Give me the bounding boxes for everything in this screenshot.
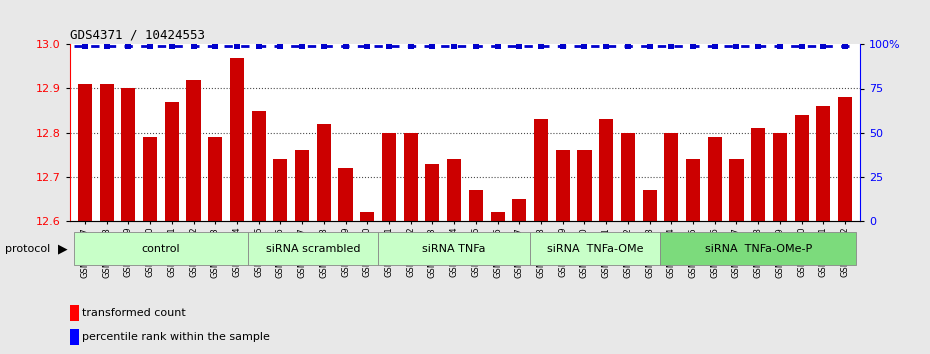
Bar	[512, 199, 526, 221]
Bar	[143, 137, 157, 221]
Bar	[555, 150, 570, 221]
Bar	[187, 80, 201, 221]
Bar	[447, 159, 461, 221]
Text: control: control	[141, 244, 180, 254]
Bar	[379, 232, 530, 266]
Bar	[317, 124, 331, 221]
Bar	[382, 133, 396, 221]
Text: transformed count: transformed count	[83, 308, 186, 318]
Bar	[165, 102, 179, 221]
Bar	[339, 168, 352, 221]
Bar	[425, 164, 440, 221]
Bar	[751, 128, 765, 221]
Bar	[578, 150, 591, 221]
Bar	[838, 97, 852, 221]
Text: protocol: protocol	[5, 244, 50, 254]
Bar	[621, 133, 635, 221]
Bar	[469, 190, 483, 221]
Text: ▶: ▶	[58, 242, 67, 255]
Bar	[490, 212, 505, 221]
Bar	[404, 133, 418, 221]
Bar	[686, 159, 700, 221]
Bar	[643, 190, 657, 221]
Bar	[208, 137, 222, 221]
Bar	[664, 133, 678, 221]
Bar	[100, 84, 113, 221]
Bar	[295, 150, 309, 221]
Bar	[817, 106, 830, 221]
Bar	[78, 84, 92, 221]
Text: siRNA scrambled: siRNA scrambled	[266, 244, 360, 254]
Text: siRNA TNFa: siRNA TNFa	[422, 244, 485, 254]
Text: siRNA  TNFa-OMe-P: siRNA TNFa-OMe-P	[705, 244, 812, 254]
Bar	[121, 88, 136, 221]
Text: percentile rank within the sample: percentile rank within the sample	[83, 332, 271, 342]
Bar	[534, 119, 548, 221]
Bar	[530, 232, 660, 266]
Bar	[273, 159, 287, 221]
Bar	[773, 133, 787, 221]
Text: GDS4371 / 10424553: GDS4371 / 10424553	[70, 29, 205, 42]
Bar	[247, 232, 379, 266]
Bar	[708, 137, 722, 221]
Bar	[660, 232, 856, 266]
Bar	[729, 159, 743, 221]
Bar	[599, 119, 613, 221]
Bar	[360, 212, 375, 221]
Bar	[252, 111, 266, 221]
Bar	[794, 115, 809, 221]
Bar	[70, 305, 79, 321]
Bar	[70, 329, 79, 345]
Bar	[230, 57, 244, 221]
Text: siRNA  TNFa-OMe: siRNA TNFa-OMe	[547, 244, 644, 254]
Bar	[74, 232, 247, 266]
